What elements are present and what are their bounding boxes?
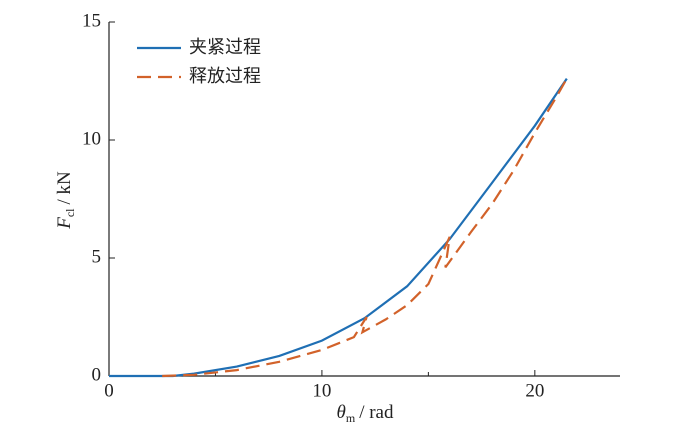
x-label-symbol: θ [337,402,346,423]
series-line [109,77,568,378]
legend-text: 释放过程 [189,66,261,87]
x-tick-label: 20 [525,380,544,401]
y-tick-label: 0 [92,364,102,385]
series-line [162,78,568,378]
x-tick-label: 10 [312,380,331,401]
x-tick-label: 0 [104,380,114,401]
y-tick-label: 5 [92,246,102,267]
y-label-unit: / kN [54,171,75,205]
y-tick-label: 15 [82,10,101,31]
y-axis-label: Fcl / kN [54,171,76,230]
legend-text: 夹紧过程 [189,37,261,58]
y-label-subscript: cl [63,208,77,217]
x-label-unit: / rad [359,402,394,423]
y-label-symbol: F [54,217,75,230]
x-label-subscript: m [346,411,356,425]
y-tick-label: 10 [82,128,101,149]
x-axis-label: θm / rad [337,402,394,424]
